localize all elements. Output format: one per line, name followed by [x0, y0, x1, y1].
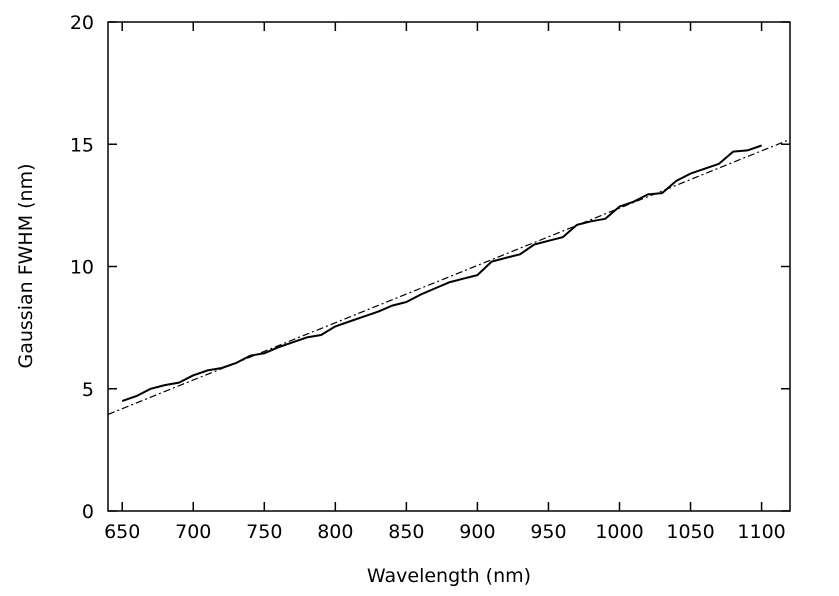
x-tick-label: 1050 [666, 521, 714, 543]
linear-fit-line [107, 138, 791, 415]
y-tick-label: 10 [70, 257, 94, 279]
y-tick-label: 0 [82, 501, 94, 523]
x-axis-label: Wavelength (nm) [367, 565, 531, 587]
y-axis-label: Gaussian FWHM (nm) [15, 163, 37, 368]
x-tick-label: 950 [530, 521, 566, 543]
series-layer [107, 138, 791, 415]
x-tick-label: 1100 [737, 521, 785, 543]
x-tick-label: 650 [104, 521, 140, 543]
fwhm-series-line [121, 144, 762, 402]
x-tick-label: 700 [175, 521, 211, 543]
x-axis-ticks: 650 700 750 800 850 900 950 1000 1050 1100 [104, 22, 786, 543]
y-axis-ticks: 0 5 10 15 20 [70, 12, 790, 523]
plot-frame [107, 21, 791, 512]
y-tick-label: 20 [70, 12, 94, 34]
x-tick-label: 900 [459, 521, 495, 543]
y-tick-label: 15 [70, 134, 94, 156]
x-tick-label: 800 [317, 521, 353, 543]
y-tick-label: 5 [82, 379, 94, 401]
x-tick-label: 750 [246, 521, 282, 543]
x-tick-label: 1000 [595, 521, 643, 543]
x-tick-label: 850 [388, 521, 424, 543]
